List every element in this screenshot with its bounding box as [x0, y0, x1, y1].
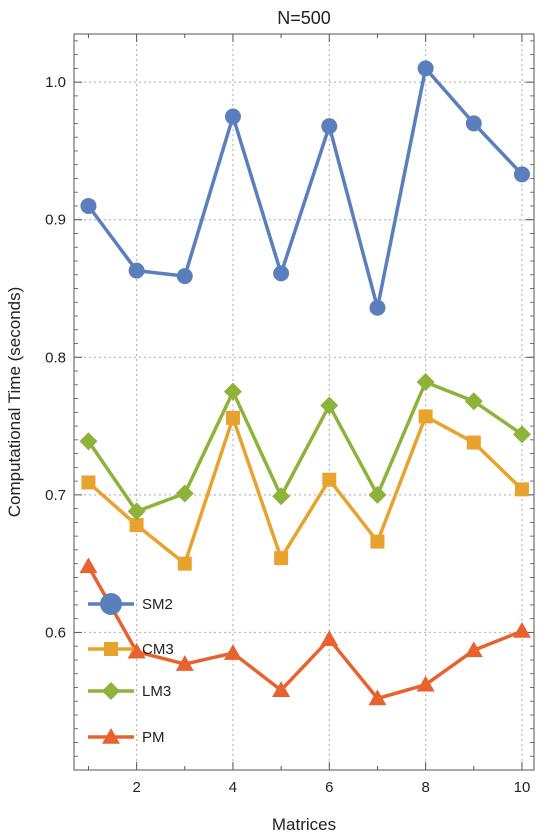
- data-point-lm3: [368, 485, 387, 504]
- data-point-lm3: [272, 487, 291, 506]
- data-point-lm3: [223, 382, 242, 401]
- data-point-sm2: [321, 118, 338, 135]
- data-point-cm3: [514, 482, 529, 497]
- data-point-cm3: [418, 409, 433, 424]
- x-axis-title: Matrices: [272, 815, 336, 834]
- y-tick-label: 0.6: [45, 624, 66, 641]
- y-tick-label: 0.7: [45, 487, 66, 504]
- series-line-pm: [86, 565, 523, 701]
- legend-item-pm: PM: [88, 728, 165, 746]
- plot-frame: [73, 33, 535, 771]
- legend-label-sm2: SM2: [142, 596, 173, 613]
- data-point-sm2: [465, 115, 482, 132]
- data-point-sm2: [80, 197, 97, 214]
- data-point-sm2: [513, 166, 530, 183]
- series-line-cm3: [87, 414, 524, 566]
- x-tick-label: 6: [325, 779, 333, 796]
- data-point-sm2: [176, 268, 193, 285]
- data-point-cm3: [274, 551, 289, 566]
- y-tick-label: 1.0: [45, 74, 66, 91]
- x-tick-label: 2: [132, 779, 140, 796]
- data-point-pm: [368, 689, 387, 706]
- data-point-lm3: [320, 396, 339, 415]
- legend-marker-pm: [102, 728, 120, 744]
- data-point-sm2: [417, 60, 434, 77]
- data-point-cm3: [466, 435, 481, 450]
- data-point-pm: [416, 675, 435, 692]
- legend-item-sm2: SM2: [88, 593, 173, 615]
- data-point-pm: [79, 557, 98, 574]
- data-point-sm2: [224, 108, 241, 125]
- series-cm3: [81, 409, 529, 571]
- legend-item-lm3: LM3: [88, 682, 171, 700]
- data-point-lm3: [512, 425, 531, 444]
- y-tick-label: 0.9: [45, 212, 66, 229]
- data-point-pm: [223, 644, 242, 660]
- data-point-cm3: [81, 475, 96, 490]
- legend-marker-cm3: [104, 642, 118, 656]
- series-layer: [79, 60, 531, 706]
- data-point-pm: [272, 681, 291, 697]
- series-pm: [79, 557, 531, 706]
- data-point-sm2: [128, 262, 145, 279]
- series-line-sm2: [87, 66, 524, 310]
- data-point-sm2: [369, 299, 386, 316]
- legend-label-cm3: CM3: [142, 641, 174, 658]
- chart-title: N=500: [277, 8, 331, 28]
- data-point-lm3: [127, 502, 146, 521]
- series-lm3: [79, 373, 531, 521]
- data-point-pm: [175, 655, 194, 671]
- grid: [74, 34, 534, 770]
- data-point-pm: [512, 622, 531, 638]
- data-point-cm3: [129, 518, 144, 533]
- data-point-cm3: [177, 556, 192, 571]
- y-axis-title: Computational Time (seconds): [5, 287, 24, 518]
- x-tick-label: 10: [514, 779, 531, 796]
- legend: SM2 CM3 LM3 PM: [88, 593, 174, 746]
- data-point-pm: [464, 641, 483, 658]
- data-point-cm3: [225, 410, 240, 425]
- data-point-pm: [127, 642, 146, 659]
- x-tick-label: 8: [421, 779, 429, 796]
- y-tick-label: 0.8: [45, 349, 66, 366]
- x-tick-label: 4: [229, 779, 237, 796]
- legend-marker-sm2: [100, 593, 122, 615]
- legend-label-pm: PM: [142, 729, 165, 746]
- data-point-lm3: [464, 392, 483, 411]
- series-line-lm3: [87, 380, 523, 514]
- series-sm2: [80, 60, 530, 316]
- data-point-cm3: [370, 534, 385, 549]
- axis-ticks: 2 4 6 8 10 0.6 0.7 0.8 0.9 1.0: [45, 34, 534, 796]
- data-point-pm: [320, 630, 339, 647]
- data-point-lm3: [416, 373, 435, 392]
- data-point-cm3: [322, 472, 337, 487]
- data-point-lm3: [175, 484, 194, 503]
- legend-label-lm3: LM3: [142, 683, 171, 700]
- legend-item-cm3: CM3: [88, 641, 174, 658]
- data-point-lm3: [79, 432, 98, 451]
- data-point-sm2: [273, 265, 290, 282]
- legend-marker-lm3: [102, 682, 120, 700]
